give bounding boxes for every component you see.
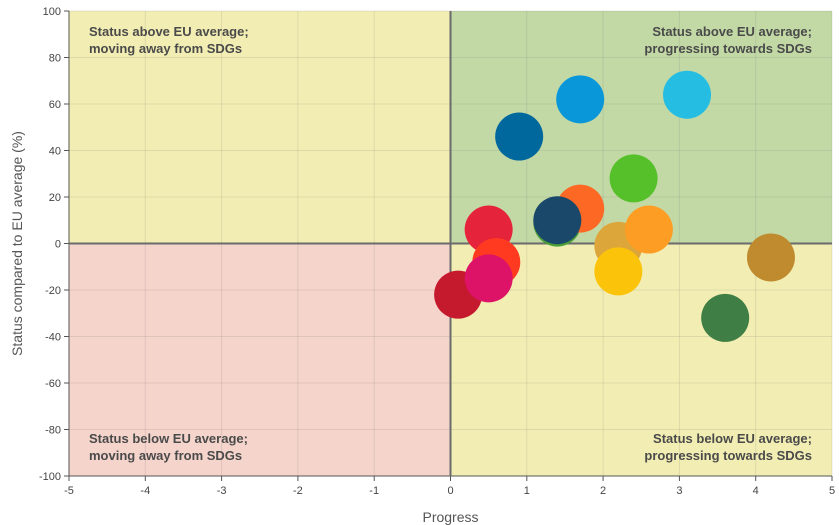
y-tick-label: 100	[43, 6, 61, 18]
x-tick-label: -1	[369, 485, 379, 497]
x-tick-label: 0	[447, 485, 453, 497]
y-tick-label: -20	[45, 285, 61, 297]
x-tick-label: -4	[140, 485, 150, 497]
y-tick-label: -60	[45, 378, 61, 390]
data-point	[533, 196, 582, 245]
quadrant-bottom-right	[450, 243, 832, 476]
data-point	[464, 254, 513, 303]
data-points	[434, 70, 795, 342]
y-tick-label: -80	[45, 425, 61, 437]
data-point	[556, 75, 605, 124]
y-tick-label: 60	[49, 99, 61, 111]
quadrant-label-bottom-right: Status below EU average;	[653, 431, 812, 446]
x-tick-label: 2	[600, 485, 606, 497]
quadrant-label-top-right: Status above EU average;	[652, 24, 812, 39]
quadrant-label-bottom-left: Status below EU average;	[89, 431, 248, 446]
data-point	[663, 70, 712, 119]
quadrant-label-bottom-right: progressing towards SDGs	[644, 448, 812, 463]
x-tick-label: -5	[64, 485, 74, 497]
y-tick-label: 80	[49, 53, 61, 65]
y-tick-label: 20	[49, 192, 61, 204]
quadrant-label-top-left: moving away from SDGs	[89, 41, 242, 56]
data-point	[701, 293, 750, 342]
y-tick-label: -100	[39, 471, 61, 483]
quadrant-label-top-left: Status above EU average;	[89, 24, 249, 39]
x-tick-label: 4	[753, 485, 759, 497]
y-axis-title: Status compared to EU average (%)	[9, 131, 25, 356]
x-axis-title: Progress	[422, 509, 478, 525]
x-tick-label: 3	[676, 485, 682, 497]
quadrant-backgrounds	[69, 11, 832, 476]
quadrant-bottom-left	[69, 243, 451, 476]
data-point	[495, 112, 544, 161]
quadrant-label-top-right: progressing towards SDGs	[644, 41, 812, 56]
y-tick-label: -40	[45, 332, 61, 344]
data-point	[746, 233, 795, 282]
x-tick-label: -2	[293, 485, 303, 497]
y-tick-label: 40	[49, 146, 61, 158]
x-tick-label: -3	[217, 485, 227, 497]
data-point	[624, 205, 673, 254]
data-point	[609, 154, 658, 203]
quadrant-top-left	[69, 11, 451, 244]
tick-labels: -5 -4 -3 -2 -1 0 1 2 3 4 5 -100 -80 -60 -40 -20 0 20 40 60 8…	[39, 6, 835, 497]
quadrant-labels: Status above EU average; moving away from…	[89, 24, 812, 463]
y-tick-label: 0	[55, 239, 61, 251]
x-tick-label: 1	[524, 485, 530, 497]
data-point	[594, 247, 643, 296]
quadrant-label-bottom-left: moving away from SDGs	[89, 448, 242, 463]
x-tick-label: 5	[829, 485, 835, 497]
